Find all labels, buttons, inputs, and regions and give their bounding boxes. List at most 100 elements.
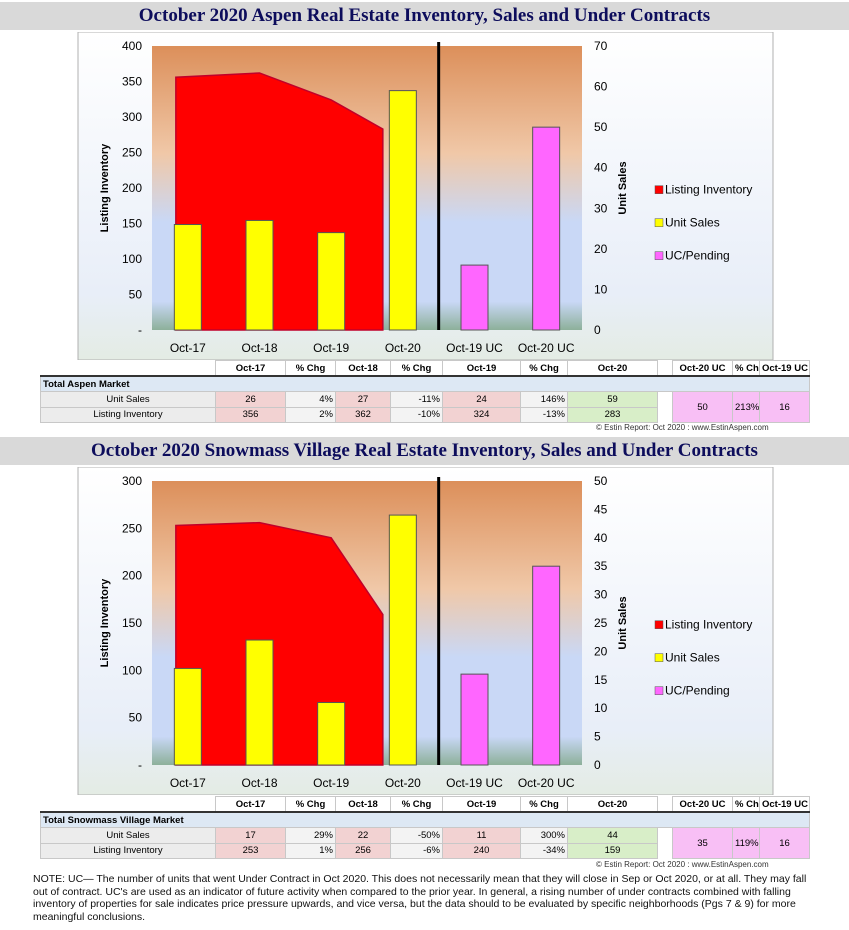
column-header: Oct-20 bbox=[567, 360, 658, 377]
aspen-inventory-area bbox=[175, 72, 384, 331]
column-header bbox=[658, 797, 673, 813]
column-header: % Chg bbox=[732, 796, 760, 813]
snowmass-ytick-label: 150 bbox=[122, 616, 142, 630]
snowmass-uc-bar bbox=[460, 673, 489, 766]
column-header: % Chg bbox=[285, 796, 336, 813]
table-cell: 50 bbox=[672, 391, 733, 423]
aspen-sales-bar bbox=[317, 232, 346, 331]
aspen-data-table: Oct-17% Chg Oct-18% Chg Oct-19% Chg Oct-20 O… bbox=[40, 360, 810, 423]
column-header: Oct-18 bbox=[335, 796, 391, 813]
row-label: Listing Inventory bbox=[40, 406, 216, 423]
aspen-y2tick-label: 70 bbox=[594, 39, 608, 53]
table-cell: 240 bbox=[442, 842, 521, 859]
table-cell: -6% bbox=[390, 842, 443, 859]
table-cell: 27 bbox=[335, 391, 391, 408]
column-header: % Chg bbox=[285, 360, 336, 377]
snowmass-y2tick-label: 0 bbox=[594, 758, 601, 772]
aspen-ytick-label: 50 bbox=[129, 288, 143, 302]
snowmass-category-label: Oct-20 bbox=[385, 776, 421, 790]
snowmass-category-label: Oct-19 bbox=[313, 776, 349, 790]
column-header: Oct-17 bbox=[215, 360, 286, 377]
aspen-legend-label: Unit Sales bbox=[665, 216, 720, 230]
column-header: Oct-19 bbox=[442, 796, 521, 813]
column-header: Oct-19 UC bbox=[759, 360, 810, 377]
aspen-ytick-label: 350 bbox=[122, 75, 142, 89]
table-cell: 2% bbox=[285, 406, 336, 423]
aspen-category-label: Oct-19 bbox=[313, 341, 349, 355]
snowmass-legend-label: Listing Inventory bbox=[665, 618, 752, 632]
table-cell: 16 bbox=[759, 827, 810, 859]
aspen-category-label: Oct-17 bbox=[170, 341, 206, 355]
column-header: Oct-18 bbox=[335, 360, 391, 377]
aspen-uc-bar bbox=[532, 126, 561, 331]
aspen-y2tick-label: 60 bbox=[594, 80, 608, 94]
table-cell: 1% bbox=[285, 842, 336, 859]
section-label: Total Snowmass Village Market bbox=[40, 811, 810, 828]
table-cell: 16 bbox=[759, 391, 810, 423]
table-cell: 356 bbox=[215, 406, 286, 423]
table-cell: 119% bbox=[732, 827, 760, 859]
aspen-legend-swatch bbox=[654, 251, 664, 260]
table-cell bbox=[658, 828, 673, 844]
blank-cell bbox=[41, 361, 216, 377]
table-cell: 24 bbox=[442, 391, 521, 408]
snowmass-category-label: Oct-20 UC bbox=[518, 776, 575, 790]
aspen-legend-swatch bbox=[654, 218, 664, 227]
table-cell: 324 bbox=[442, 406, 521, 423]
table-row: Listing Inventory 253 1% 256 -6% 240 -34% 159 bbox=[40, 842, 810, 859]
snowmass-chart: - 50 100 150 200 250 300 0 5 10 15 20 25 30 35 40 45 50 Li… bbox=[77, 467, 774, 795]
snowmass-y2tick-label: 45 bbox=[594, 502, 608, 516]
table-cell: 283 bbox=[567, 406, 658, 423]
snowmass-ytick-label: - bbox=[138, 758, 142, 772]
blank-cell bbox=[41, 797, 216, 813]
snowmass-ytick-label: 300 bbox=[122, 474, 142, 488]
column-header: % Chg bbox=[390, 796, 443, 813]
snowmass-y2tick-label: 5 bbox=[594, 730, 601, 744]
table-cell: 17 bbox=[215, 827, 286, 844]
aspen-y2tick-label: 40 bbox=[594, 161, 608, 175]
table-cell: 59 bbox=[567, 391, 658, 408]
snowmass-legend-swatch bbox=[654, 653, 664, 662]
snowmass-ytick-label: 50 bbox=[129, 711, 143, 725]
snowmass-legend-label: UC/Pending bbox=[665, 684, 730, 698]
snowmass-ytick-label: 200 bbox=[122, 569, 142, 583]
table-cell: 44 bbox=[567, 827, 658, 844]
snowmass-y2tick-label: 30 bbox=[594, 588, 608, 602]
table-cell: 146% bbox=[520, 391, 568, 408]
aspen-y2tick-label: 50 bbox=[594, 120, 608, 134]
column-header: % Chg bbox=[732, 360, 760, 377]
aspen-ytick-label: 200 bbox=[122, 181, 142, 195]
column-header: Oct-20 bbox=[567, 796, 658, 813]
aspen-y2tick-label: 0 bbox=[594, 323, 601, 337]
aspen-sales-bar bbox=[245, 219, 274, 331]
snowmass-y2tick-label: 35 bbox=[594, 559, 608, 573]
table-cell: -50% bbox=[390, 827, 443, 844]
aspen-uc-bar bbox=[460, 264, 489, 331]
aspen-category-label: Oct-18 bbox=[241, 341, 277, 355]
table-cell: 256 bbox=[335, 842, 391, 859]
column-header: Oct-20 UC bbox=[672, 796, 733, 813]
aspen-y2tick-label: 20 bbox=[594, 242, 608, 256]
aspen-sales-bar bbox=[388, 90, 417, 331]
snowmass-credit: © Estin Report: Oct 2020 : www.EstinAspe… bbox=[596, 860, 769, 869]
snowmass-header-row: Oct-17% Chg Oct-18% Chg Oct-19% Chg Oct-20 O… bbox=[41, 796, 810, 813]
table-cell: 213% bbox=[732, 391, 760, 423]
table-cell: 35 bbox=[672, 827, 733, 859]
table-cell bbox=[658, 392, 673, 408]
aspen-title: October 2020 Aspen Real Estate Inventory… bbox=[0, 2, 849, 30]
snowmass-y2tick-label: 40 bbox=[594, 531, 608, 545]
snowmass-section-row: Total Snowmass Village Market bbox=[40, 811, 810, 828]
table-cell: 22 bbox=[335, 827, 391, 844]
aspen-y2tick-label: 10 bbox=[594, 282, 608, 296]
aspen-ylabel: Listing Inventory bbox=[99, 143, 111, 233]
table-cell: -10% bbox=[390, 406, 443, 423]
table-cell: 362 bbox=[335, 406, 391, 423]
snowmass-title: October 2020 Snowmass Village Real Estat… bbox=[0, 437, 849, 465]
snowmass-sales-bar bbox=[388, 514, 417, 766]
aspen-ytick-label: 400 bbox=[122, 39, 142, 53]
footnote: NOTE: UC— The number of units that went … bbox=[33, 873, 807, 923]
snowmass-data-table: Oct-17% Chg Oct-18% Chg Oct-19% Chg Oct-20 O… bbox=[40, 796, 810, 859]
snowmass-y2tick-label: 15 bbox=[594, 673, 608, 687]
table-cell: 4% bbox=[285, 391, 336, 408]
aspen-credit: © Estin Report: Oct 2020 : www.EstinAspe… bbox=[596, 423, 769, 432]
